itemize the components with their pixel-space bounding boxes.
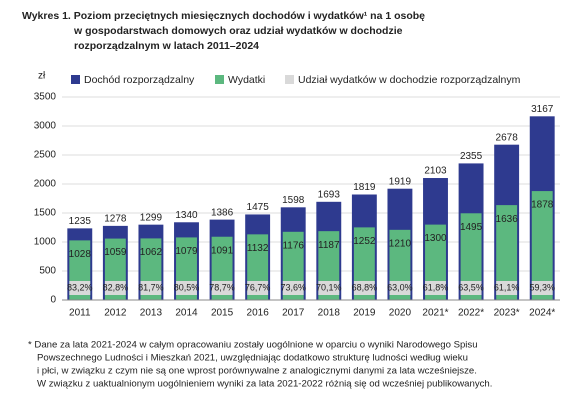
share-label: 76,7% (245, 282, 271, 292)
expense-label: 1091 (211, 245, 234, 256)
share-box (496, 281, 518, 295)
income-label: 2103 (424, 166, 447, 177)
y-tick-label: 3500 (34, 92, 57, 103)
share-box (460, 281, 482, 295)
share-box (104, 281, 126, 295)
share-label: 82,8% (103, 282, 129, 292)
income-label: 2355 (460, 151, 483, 162)
income-label: 1693 (318, 189, 341, 200)
expense-label: 1300 (424, 233, 447, 244)
expense-bar (496, 205, 518, 300)
share-box (389, 281, 411, 295)
x-tick-label: 2012 (104, 308, 127, 319)
share-box (353, 281, 375, 295)
share-label: 63,5% (458, 282, 484, 292)
income-label: 1299 (140, 212, 163, 223)
x-tick-label: 2018 (318, 308, 341, 319)
share-box (69, 281, 91, 295)
y-tick-label: 2500 (34, 150, 57, 161)
x-tick-label: 2020 (389, 308, 412, 319)
legend-swatch (71, 75, 80, 84)
share-box (425, 281, 446, 295)
income-label: 1278 (104, 214, 127, 225)
income-label: 1598 (282, 195, 305, 206)
share-label: 63,0% (387, 282, 413, 292)
footnote: * Dane za lata 2021-2024 w całym opracow… (28, 340, 478, 351)
y-tick-label: 0 (50, 295, 56, 306)
share-label: 83,2% (67, 282, 93, 292)
expense-label: 1059 (104, 247, 127, 258)
expense-label: 1062 (140, 247, 163, 258)
y-tick-label: 500 (39, 266, 56, 277)
share-label: 68,8% (352, 282, 378, 292)
share-label: 70,1% (316, 282, 342, 292)
share-box (531, 281, 553, 295)
x-tick-label: 2021* (422, 308, 448, 319)
y-tick-label: 1500 (34, 208, 57, 219)
expense-label: 1210 (389, 238, 412, 249)
x-tick-label: 2011 (69, 308, 91, 319)
chart-title: rozporządzalnym w latach 2011–2024 (74, 40, 259, 52)
share-box (176, 281, 197, 295)
share-label: 80,5% (174, 282, 200, 292)
income-label: 2678 (496, 132, 519, 143)
y-tick-label: 2000 (34, 179, 57, 190)
x-tick-label: 2022* (458, 308, 484, 319)
x-tick-label: 2023* (494, 308, 520, 319)
x-tick-label: 2015 (211, 308, 234, 319)
share-label: 59,3% (529, 282, 555, 292)
income-label: 1919 (389, 176, 412, 187)
y-tick-label: 3000 (34, 121, 57, 132)
expense-bar (460, 213, 482, 300)
share-box (211, 281, 233, 295)
share-label: 61,8% (423, 282, 449, 292)
share-label: 78,7% (209, 282, 235, 292)
expense-label: 1187 (318, 240, 340, 251)
chart-title: Wykres 1. Poziom przeciętnych miesięczny… (22, 10, 425, 22)
y-axis-label: zł (38, 71, 46, 82)
share-label: 73,6% (280, 282, 306, 292)
legend-label: Dochód rozporządzalny (84, 74, 195, 86)
share-box (140, 281, 162, 295)
income-label: 1386 (211, 207, 234, 218)
income-label: 1819 (353, 182, 376, 193)
x-tick-label: 2014 (175, 308, 198, 319)
share-box (318, 281, 340, 295)
legend-swatch (215, 75, 224, 84)
share-box (282, 281, 304, 295)
x-tick-label: 2019 (353, 308, 376, 319)
income-label: 1235 (69, 216, 92, 227)
income-label: 3167 (531, 104, 554, 115)
footnote: i płci, w związku z czym nie są one wpro… (37, 366, 477, 377)
footnote: Powszechnego Ludności i Mieszkań 2021, u… (37, 353, 468, 364)
expense-label: 1079 (175, 246, 198, 257)
legend-label: Udział wydatków w dochodzie rozporządzal… (298, 74, 521, 86)
legend-swatch (285, 75, 294, 84)
expense-bar (531, 191, 553, 300)
expense-label: 1252 (353, 236, 376, 247)
x-tick-label: 2016 (247, 308, 270, 319)
legend-label: Wydatki (228, 74, 265, 86)
expense-label: 1132 (247, 243, 269, 254)
expense-label: 1495 (460, 222, 483, 233)
expense-label: 1636 (496, 214, 519, 225)
share-label: 81,7% (138, 282, 164, 292)
share-label: 61,1% (494, 282, 520, 292)
y-tick-label: 1000 (34, 237, 57, 248)
footnote: W związku z uaktualnionym uogólnieniem w… (37, 379, 492, 390)
share-box (247, 281, 269, 295)
income-label: 1475 (247, 202, 270, 213)
x-tick-label: 2013 (140, 308, 163, 319)
x-tick-label: 2017 (282, 308, 305, 319)
expense-label: 1028 (69, 249, 92, 260)
chart-title: w gospodarstwach domowych oraz udział wy… (73, 25, 403, 37)
x-tick-label: 2024* (529, 308, 555, 319)
expense-label: 1176 (282, 240, 304, 251)
expense-label: 1878 (531, 200, 554, 211)
income-label: 1340 (175, 210, 198, 221)
